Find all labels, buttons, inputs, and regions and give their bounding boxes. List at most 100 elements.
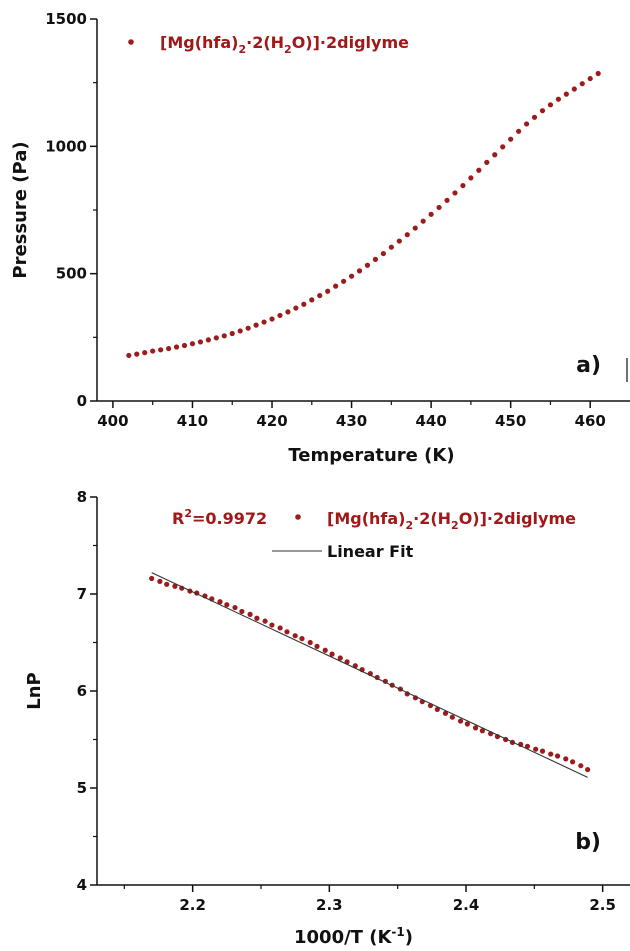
data-point — [404, 232, 410, 238]
data-point — [126, 352, 132, 359]
data-point — [142, 350, 148, 356]
data-point — [213, 335, 219, 341]
data-point — [134, 351, 140, 357]
y-tick-label: 1500 — [45, 10, 87, 28]
data-point — [479, 728, 485, 734]
data-point — [571, 86, 577, 92]
data-point — [181, 342, 188, 349]
data-point — [539, 748, 546, 754]
data-point — [254, 615, 260, 621]
y-tick-label: 8 — [77, 488, 87, 506]
data-point — [570, 759, 576, 765]
data-point — [464, 721, 470, 727]
data-point — [173, 344, 180, 350]
data-point — [158, 347, 164, 353]
y-tick-label: 6 — [77, 682, 87, 700]
y-tick-label: 7 — [77, 585, 87, 603]
data-point — [587, 75, 593, 82]
data-point — [388, 244, 394, 250]
data-point — [285, 309, 291, 315]
legend-label-subscript: 2 — [238, 43, 246, 56]
data-point — [329, 651, 335, 657]
r2-superscript: 2 — [184, 507, 192, 520]
y-tick-label: 500 — [56, 265, 87, 283]
x-tick-label: 400 — [97, 412, 128, 430]
data-point — [292, 633, 298, 639]
legend-marker — [128, 39, 134, 45]
data-point — [476, 167, 482, 173]
data-point — [348, 273, 355, 279]
data-point — [253, 322, 259, 328]
data-point — [239, 608, 245, 615]
data-point — [516, 128, 522, 134]
data-point — [452, 190, 458, 196]
data-point — [277, 312, 283, 319]
data-point — [563, 91, 569, 97]
data-point — [548, 751, 554, 757]
data-point — [420, 218, 426, 224]
r2-annotation: R2=0.9972 — [172, 507, 267, 528]
y-axis-title: LnP — [24, 672, 45, 709]
legend-label-text: O)]·2diglyme — [459, 509, 576, 528]
data-point — [442, 710, 449, 716]
x-tick-label: 2.2 — [179, 896, 206, 914]
chart-panel-a: 0 500 1000 1500 400 410 420 430 440 450 460 Pressur… — [10, 10, 630, 466]
x-tick-label: 2.3 — [316, 896, 343, 914]
data-point — [449, 714, 455, 720]
data-point — [269, 316, 275, 322]
r2-text: R — [172, 509, 184, 528]
data-point — [309, 297, 315, 303]
data-point — [364, 262, 371, 268]
data-point — [337, 655, 343, 661]
data-point — [307, 639, 313, 646]
y-tick-label: 0 — [77, 392, 87, 410]
data-point — [150, 348, 156, 354]
y-axis-title: Pressure (Pa) — [10, 141, 31, 278]
legend-label-subscript: 2 — [284, 43, 292, 56]
data-point — [299, 636, 305, 642]
data-point — [508, 136, 514, 142]
data-point — [221, 333, 227, 339]
data-point — [277, 625, 283, 631]
y-tick-label: 4 — [77, 876, 87, 894]
data-point — [245, 325, 251, 331]
data-point — [205, 337, 211, 343]
legend-fit-label: Linear Fit — [327, 542, 414, 561]
data-point — [333, 283, 339, 289]
data-point — [172, 583, 178, 589]
y-tick-label: 5 — [77, 779, 87, 797]
data-point — [217, 599, 223, 605]
data-point — [325, 288, 331, 294]
panel-label: a) — [576, 353, 601, 378]
data-point — [523, 121, 530, 127]
data-point — [314, 643, 320, 649]
data-point — [317, 292, 323, 299]
legend-label: [Mg(hfa)2·2(H2O)]·2diglyme — [327, 509, 576, 532]
data-point — [500, 144, 506, 150]
legend-label-text: ·2(H — [246, 33, 284, 52]
data-point — [539, 108, 546, 114]
data-point — [472, 725, 479, 731]
data-point — [157, 578, 163, 584]
data-point — [531, 114, 538, 120]
x-axis-title-text: 1000/T (K — [294, 927, 392, 948]
data-point — [533, 746, 539, 752]
y-tick-label: 1000 — [45, 137, 87, 155]
data-point — [524, 743, 531, 749]
data-point — [293, 305, 299, 311]
data-point — [457, 718, 464, 724]
data-point — [578, 763, 584, 769]
x-axis-title-text: ) — [405, 927, 413, 948]
data-point — [237, 328, 243, 334]
data-point — [460, 182, 466, 189]
data-point — [412, 225, 418, 231]
data-point — [380, 250, 386, 257]
r2-text: =0.9972 — [192, 509, 267, 528]
data-point — [563, 756, 569, 762]
data-point — [356, 268, 363, 274]
x-axis-title: 1000/T (K-1) — [294, 925, 413, 948]
fit-line — [151, 572, 588, 778]
x-tick-label: 430 — [336, 412, 367, 430]
